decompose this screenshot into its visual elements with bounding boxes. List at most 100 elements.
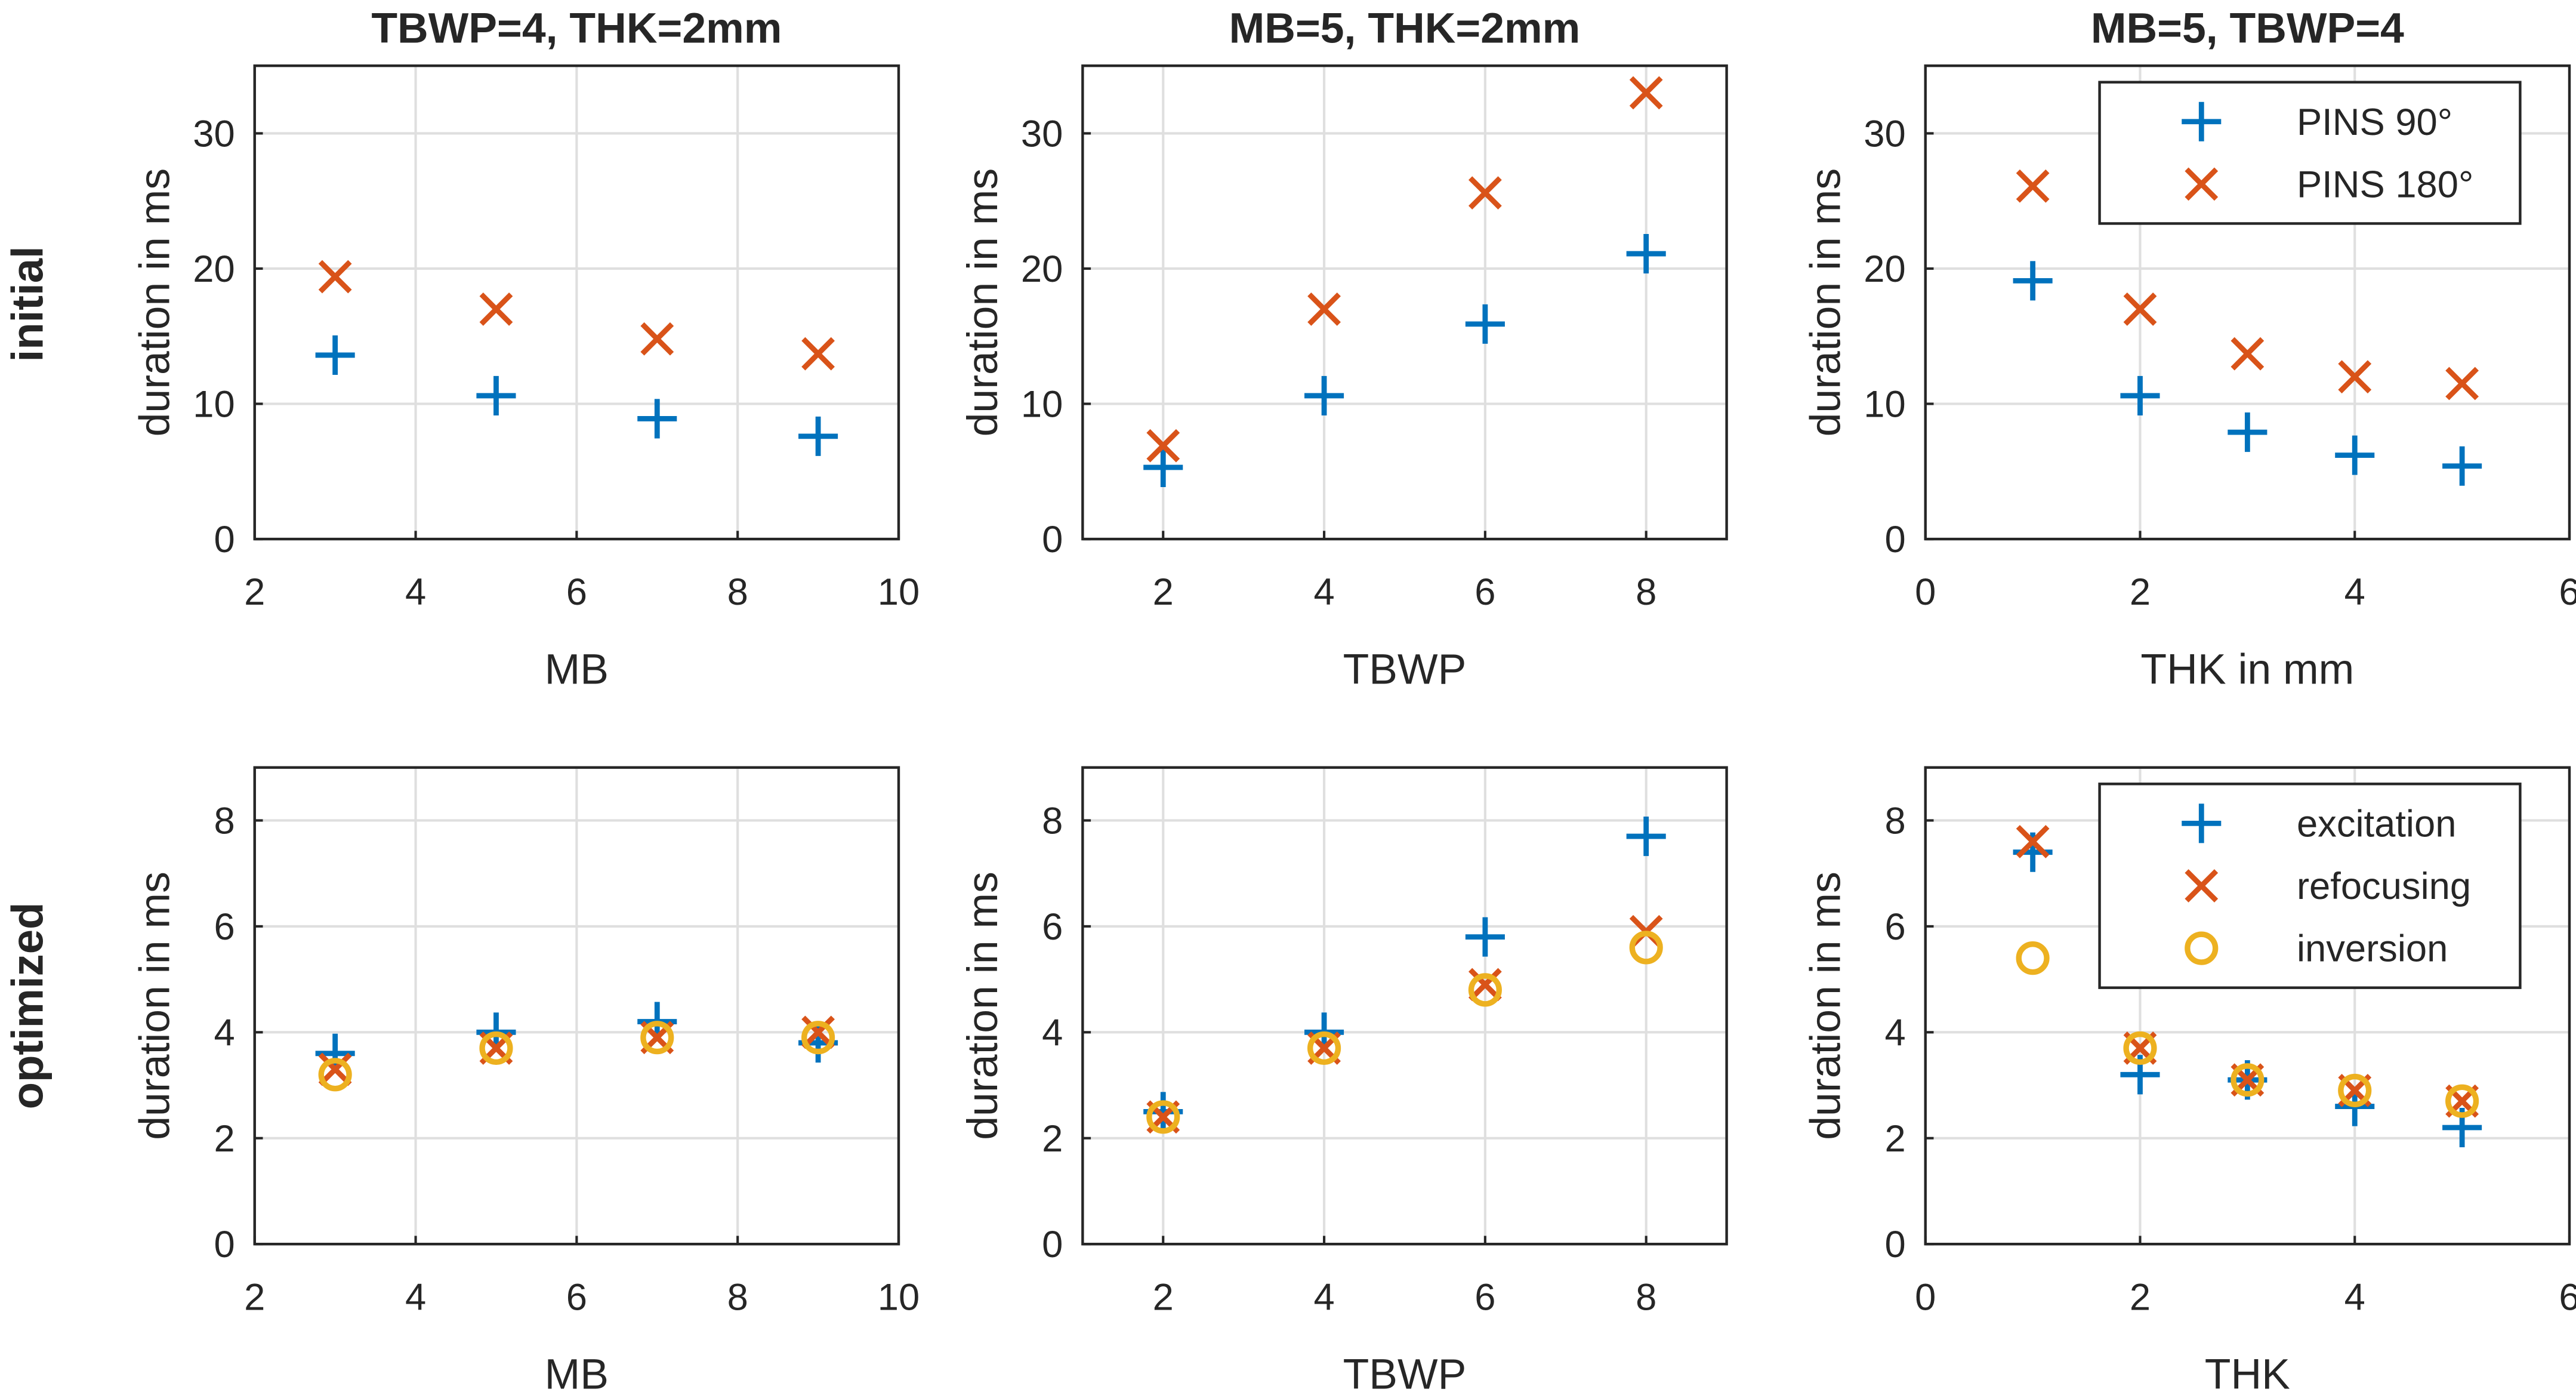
data-point — [798, 416, 838, 456]
data-point — [318, 1052, 352, 1086]
x-tick-label: 4 — [2344, 1276, 2365, 1318]
y-tick-label: 20 — [1021, 248, 1063, 290]
legend-marker — [2182, 101, 2222, 141]
x-tick-label: 2 — [244, 571, 265, 613]
x-tick-label: 2 — [2130, 1276, 2151, 1318]
x-tick-label: 6 — [2559, 1276, 2576, 1318]
y-axis-label: duration in ms — [131, 168, 179, 437]
y-tick-label: 20 — [1864, 248, 1905, 290]
x-tick-label: 8 — [727, 1276, 748, 1318]
axes-box — [253, 64, 900, 541]
y-axis-label: duration in ms — [959, 871, 1007, 1140]
row-label: initial — [3, 246, 53, 362]
data-point — [479, 1031, 513, 1065]
data-point — [2013, 261, 2053, 301]
y-tick-label: 30 — [1021, 113, 1063, 155]
data-point — [318, 260, 352, 294]
data-point — [2016, 941, 2050, 975]
data-point — [2016, 825, 2050, 858]
legend-marker — [2182, 803, 2222, 843]
axes-box — [1924, 766, 2571, 1246]
x-tick-label: 4 — [2344, 571, 2365, 613]
y-tick-label: 30 — [1864, 113, 1905, 155]
data-point — [637, 399, 677, 439]
y-tick-label: 0 — [1042, 1224, 1063, 1265]
x-tick-label: 10 — [878, 1276, 920, 1318]
data-point — [801, 337, 835, 371]
chart-title: MB=5, TBWP=4 — [2091, 5, 2404, 53]
legend-label: PINS 180° — [2297, 164, 2473, 205]
y-tick-label: 4 — [1884, 1012, 1905, 1054]
data-point — [1629, 931, 1663, 965]
x-axis-label: THK — [2205, 1350, 2290, 1392]
y-tick-label: 2 — [1042, 1118, 1063, 1160]
x-tick-label: 6 — [1474, 571, 1495, 613]
data-point — [1146, 1100, 1180, 1134]
axes-box — [1924, 64, 2571, 541]
y-axis-label: duration in ms — [1802, 168, 1850, 437]
data-point — [1465, 304, 1505, 344]
data-point — [476, 375, 516, 415]
x-tick-label: 8 — [727, 571, 748, 613]
data-point — [801, 1015, 835, 1049]
x-tick-label: 0 — [1915, 1276, 1936, 1318]
data-point — [1146, 429, 1180, 463]
row-label: optimized — [3, 903, 53, 1110]
data-point — [640, 1021, 674, 1055]
y-tick-label: 6 — [1042, 906, 1063, 948]
data-point — [1307, 292, 1341, 326]
chart-title: TBWP=4, THK=2mm — [371, 5, 782, 53]
y-axis-label: duration in ms — [1802, 871, 1850, 1140]
y-tick-label: 6 — [1884, 906, 1905, 948]
y-axis-label: duration in ms — [131, 871, 179, 1140]
y-tick-label: 0 — [1042, 519, 1063, 561]
data-point — [479, 292, 513, 326]
y-tick-label: 8 — [214, 800, 235, 842]
data-point — [315, 335, 355, 375]
y-tick-label: 2 — [214, 1118, 235, 1160]
data-point — [2445, 1084, 2479, 1118]
x-tick-label: 4 — [405, 571, 426, 613]
x-axis-label: TBWP — [1343, 645, 1467, 693]
legend-marker — [2185, 931, 2219, 965]
legend-label: inversion — [2297, 928, 2448, 970]
x-tick-label: 8 — [1636, 571, 1656, 613]
data-point — [2445, 367, 2479, 401]
legend-label: excitation — [2297, 803, 2456, 845]
x-tick-label: 2 — [1153, 571, 1174, 613]
data-point — [1626, 817, 1666, 857]
data-point — [1465, 917, 1505, 957]
x-axis-label: MB — [545, 1350, 609, 1392]
plot-area — [1082, 767, 1727, 1245]
y-axis-label: duration in ms — [959, 168, 1007, 437]
y-tick-label: 4 — [1042, 1012, 1063, 1054]
x-tick-label: 8 — [1636, 1276, 1656, 1318]
y-tick-label: 4 — [214, 1012, 235, 1054]
data-point — [2338, 1073, 2372, 1108]
data-point — [1468, 968, 1502, 1002]
data-point — [1143, 447, 1183, 488]
x-tick-label: 0 — [1915, 571, 1936, 613]
y-tick-label: 10 — [1021, 384, 1063, 426]
axes-box — [1081, 64, 1728, 541]
data-point — [318, 1058, 352, 1092]
y-tick-label: 6 — [214, 906, 235, 948]
data-point — [2335, 435, 2375, 475]
data-point — [1307, 1031, 1341, 1065]
legend-box — [2098, 783, 2522, 989]
x-tick-label: 6 — [566, 571, 587, 613]
legend-label: PINS 90° — [2297, 101, 2452, 143]
data-point — [1629, 76, 1663, 110]
y-tick-label: 0 — [214, 519, 235, 561]
y-tick-label: 0 — [1884, 1224, 1905, 1265]
data-point — [640, 322, 674, 356]
chart-title: MB=5, THK=2mm — [1229, 5, 1581, 53]
x-tick-label: 6 — [2559, 571, 2576, 613]
data-point — [801, 1021, 835, 1055]
data-point — [2123, 1031, 2157, 1065]
y-tick-label: 10 — [193, 384, 235, 426]
x-tick-label: 2 — [1153, 1276, 1174, 1318]
legend-marker — [2185, 167, 2219, 201]
x-tick-label: 6 — [566, 1276, 587, 1318]
